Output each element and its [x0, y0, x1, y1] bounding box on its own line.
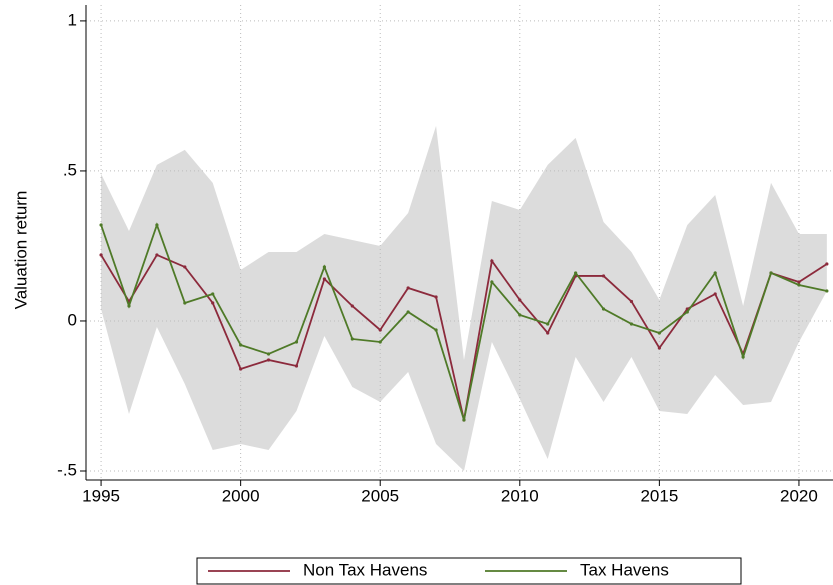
data-point: [294, 340, 299, 344]
data-point: [601, 274, 606, 278]
data-point: [741, 355, 745, 359]
data-point: [546, 331, 550, 335]
data-point: [434, 295, 438, 299]
data-point: [462, 418, 466, 422]
data-point: [294, 364, 299, 368]
data-point: [825, 262, 829, 266]
data-point: [629, 299, 634, 304]
data-point: [322, 277, 326, 281]
data-point: [406, 286, 410, 290]
data-point: [713, 292, 717, 296]
data-point: [266, 352, 271, 356]
data-point: [350, 337, 354, 341]
data-point: [629, 322, 634, 326]
data-point: [239, 367, 243, 371]
data-point: [574, 271, 578, 275]
data-point: [378, 328, 382, 332]
x-tick-label: 2010: [501, 486, 539, 505]
x-tick-label: 2000: [222, 486, 260, 505]
data-point: [518, 313, 522, 317]
data-point: [713, 271, 717, 275]
legend-label: Tax Havens: [580, 560, 669, 579]
data-point: [155, 253, 159, 257]
x-tick-label: 2015: [640, 486, 678, 505]
data-point: [99, 223, 103, 227]
data-point: [657, 331, 661, 335]
y-axis-label: Valuation return: [11, 191, 30, 310]
data-point: [211, 301, 215, 305]
data-point: [657, 346, 661, 350]
data-point: [127, 304, 131, 308]
data-point: [490, 259, 494, 263]
data-point: [825, 289, 829, 293]
data-point: [490, 280, 494, 284]
data-point: [797, 280, 801, 284]
data-point: [266, 358, 271, 362]
y-tick-label: .5: [63, 160, 77, 179]
x-tick-label: 2020: [780, 486, 818, 505]
data-point: [769, 271, 773, 275]
y-tick-label: 1: [68, 10, 77, 29]
x-tick-label: 2005: [361, 486, 399, 505]
data-point: [99, 253, 103, 257]
data-point: [601, 307, 606, 311]
y-tick-label: -.5: [57, 460, 77, 479]
data-point: [155, 223, 159, 227]
data-point: [350, 304, 354, 308]
data-point: [322, 265, 326, 269]
data-point: [685, 310, 689, 314]
confidence-band: [101, 125, 827, 471]
data-point: [546, 322, 550, 326]
data-point: [434, 328, 438, 332]
data-point: [183, 301, 187, 305]
y-tick-label: 0: [68, 310, 77, 329]
data-point: [406, 310, 410, 314]
x-tick-label: 1995: [82, 486, 120, 505]
data-point: [378, 340, 382, 344]
legend-label: Non Tax Havens: [303, 560, 427, 579]
data-point: [239, 343, 243, 347]
data-point: [797, 283, 801, 287]
data-point: [183, 265, 187, 269]
data-point: [211, 292, 215, 296]
data-point: [518, 298, 522, 302]
